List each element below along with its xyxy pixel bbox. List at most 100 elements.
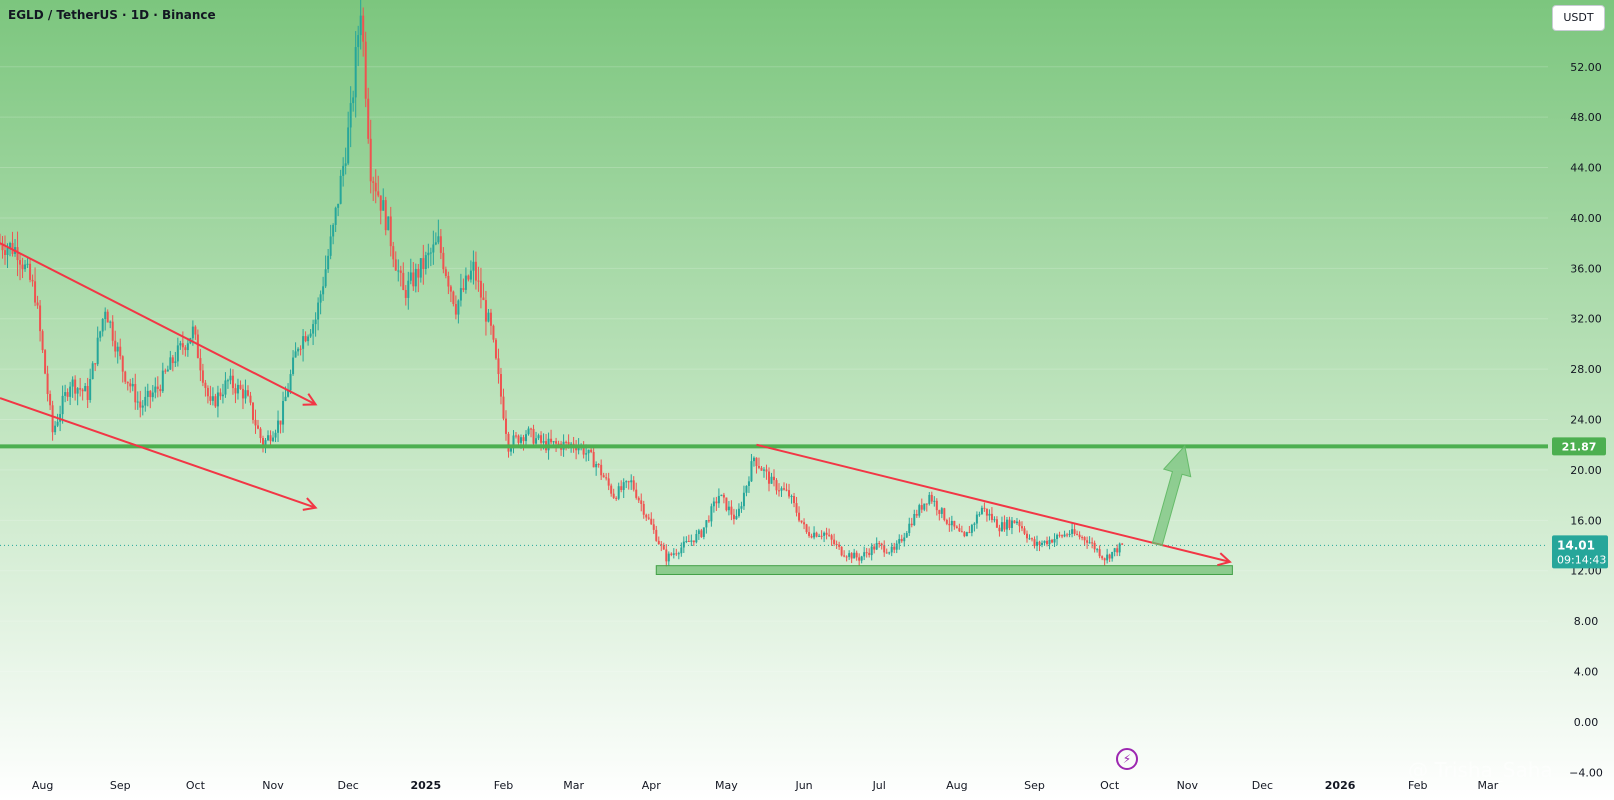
candle-body <box>885 552 888 554</box>
candle-body <box>690 540 693 542</box>
price-tick-label: 24.00 <box>1570 414 1602 427</box>
candle-body <box>620 486 623 491</box>
candle-body <box>184 347 187 351</box>
candle-body <box>650 518 653 525</box>
candle-body <box>71 379 74 387</box>
trendline-3 <box>756 443 1231 563</box>
candle-body <box>106 311 109 323</box>
candle-body <box>640 500 643 504</box>
candle-body <box>770 476 773 484</box>
candle-body <box>257 425 259 429</box>
candle-body <box>226 380 229 382</box>
candle-body <box>1086 540 1089 543</box>
candle-body <box>903 537 906 542</box>
candle-body <box>297 348 300 352</box>
resistance-price-label: 21.87 <box>1562 440 1597 453</box>
candle-body <box>352 97 355 104</box>
currency-button[interactable]: USDT <box>1552 5 1605 31</box>
trendline-2 <box>0 397 316 509</box>
candle-body <box>377 191 380 196</box>
candle-body <box>873 546 876 550</box>
candle-body <box>1061 535 1064 537</box>
price-tick-label: 8.00 <box>1574 615 1599 628</box>
candle-body <box>752 457 755 462</box>
candle-body <box>637 497 640 501</box>
candle-body <box>955 526 958 529</box>
candle-body <box>1038 541 1041 545</box>
time-tick-label: Sep <box>110 779 131 792</box>
candle-body <box>94 363 97 365</box>
projection-arrow <box>1151 444 1192 547</box>
candle-body <box>1051 539 1054 543</box>
candle-body <box>104 311 107 319</box>
candle-body <box>1066 534 1069 536</box>
candle-body <box>895 543 898 550</box>
candle-body <box>617 486 620 499</box>
candle-body <box>988 513 991 516</box>
candle-body <box>307 336 310 342</box>
candle-body <box>520 437 523 443</box>
candle-body <box>675 553 678 555</box>
candle-body <box>327 255 330 270</box>
candle-body <box>169 357 172 370</box>
candle-body <box>1076 533 1079 535</box>
lightning-icon[interactable]: ⚡ <box>1116 748 1138 770</box>
candle-body <box>875 543 878 550</box>
candle-body <box>672 553 675 555</box>
candle-body <box>567 442 570 445</box>
candle-body <box>34 281 37 303</box>
candle-body <box>259 428 262 439</box>
candle-body <box>129 383 132 387</box>
candle-body <box>101 318 104 332</box>
candle-body <box>512 435 515 449</box>
candle-body <box>409 272 412 281</box>
candle-body <box>900 538 903 542</box>
candle-body <box>206 387 209 397</box>
candle-body <box>825 532 828 535</box>
price-tick-label: 52.00 <box>1570 61 1602 74</box>
candle-body <box>537 435 540 439</box>
candle-body <box>1043 540 1046 543</box>
candle-body <box>893 546 896 550</box>
candle-body <box>1116 548 1119 553</box>
price-tick-label: 20.00 <box>1570 464 1602 477</box>
candle-body <box>344 163 347 166</box>
candle-body <box>853 552 856 559</box>
candle-body <box>615 497 618 499</box>
candle-body <box>943 508 946 520</box>
candle-body <box>434 242 437 245</box>
candle-body <box>1008 519 1011 528</box>
candle-body <box>46 373 49 394</box>
candle-body <box>494 339 497 359</box>
candle-body <box>652 524 655 530</box>
candle-body <box>399 270 402 273</box>
candle-body <box>565 441 568 443</box>
candle-body <box>304 336 307 342</box>
candle-body <box>642 503 645 515</box>
candle-body <box>209 396 212 401</box>
candle-body <box>607 478 610 486</box>
candle-body <box>810 535 813 538</box>
candle-body <box>820 535 823 537</box>
countdown-label: 09:14:43 <box>1557 553 1606 566</box>
candle-body <box>815 532 818 537</box>
candle-body <box>530 428 533 430</box>
candle-body <box>552 441 555 443</box>
candle-body <box>462 288 465 290</box>
candle-body <box>437 236 440 243</box>
candle-body <box>685 540 688 542</box>
candle-body <box>442 252 445 270</box>
candle-body <box>830 535 833 540</box>
candle-body <box>555 441 558 444</box>
candle-body <box>407 280 410 298</box>
candle-body <box>993 519 996 521</box>
candle-body <box>935 500 938 511</box>
candle-body <box>1031 538 1033 540</box>
candle-body <box>141 405 144 408</box>
candle-body <box>805 524 808 533</box>
candle-body <box>1121 543 1124 545</box>
candle-body <box>870 546 873 556</box>
